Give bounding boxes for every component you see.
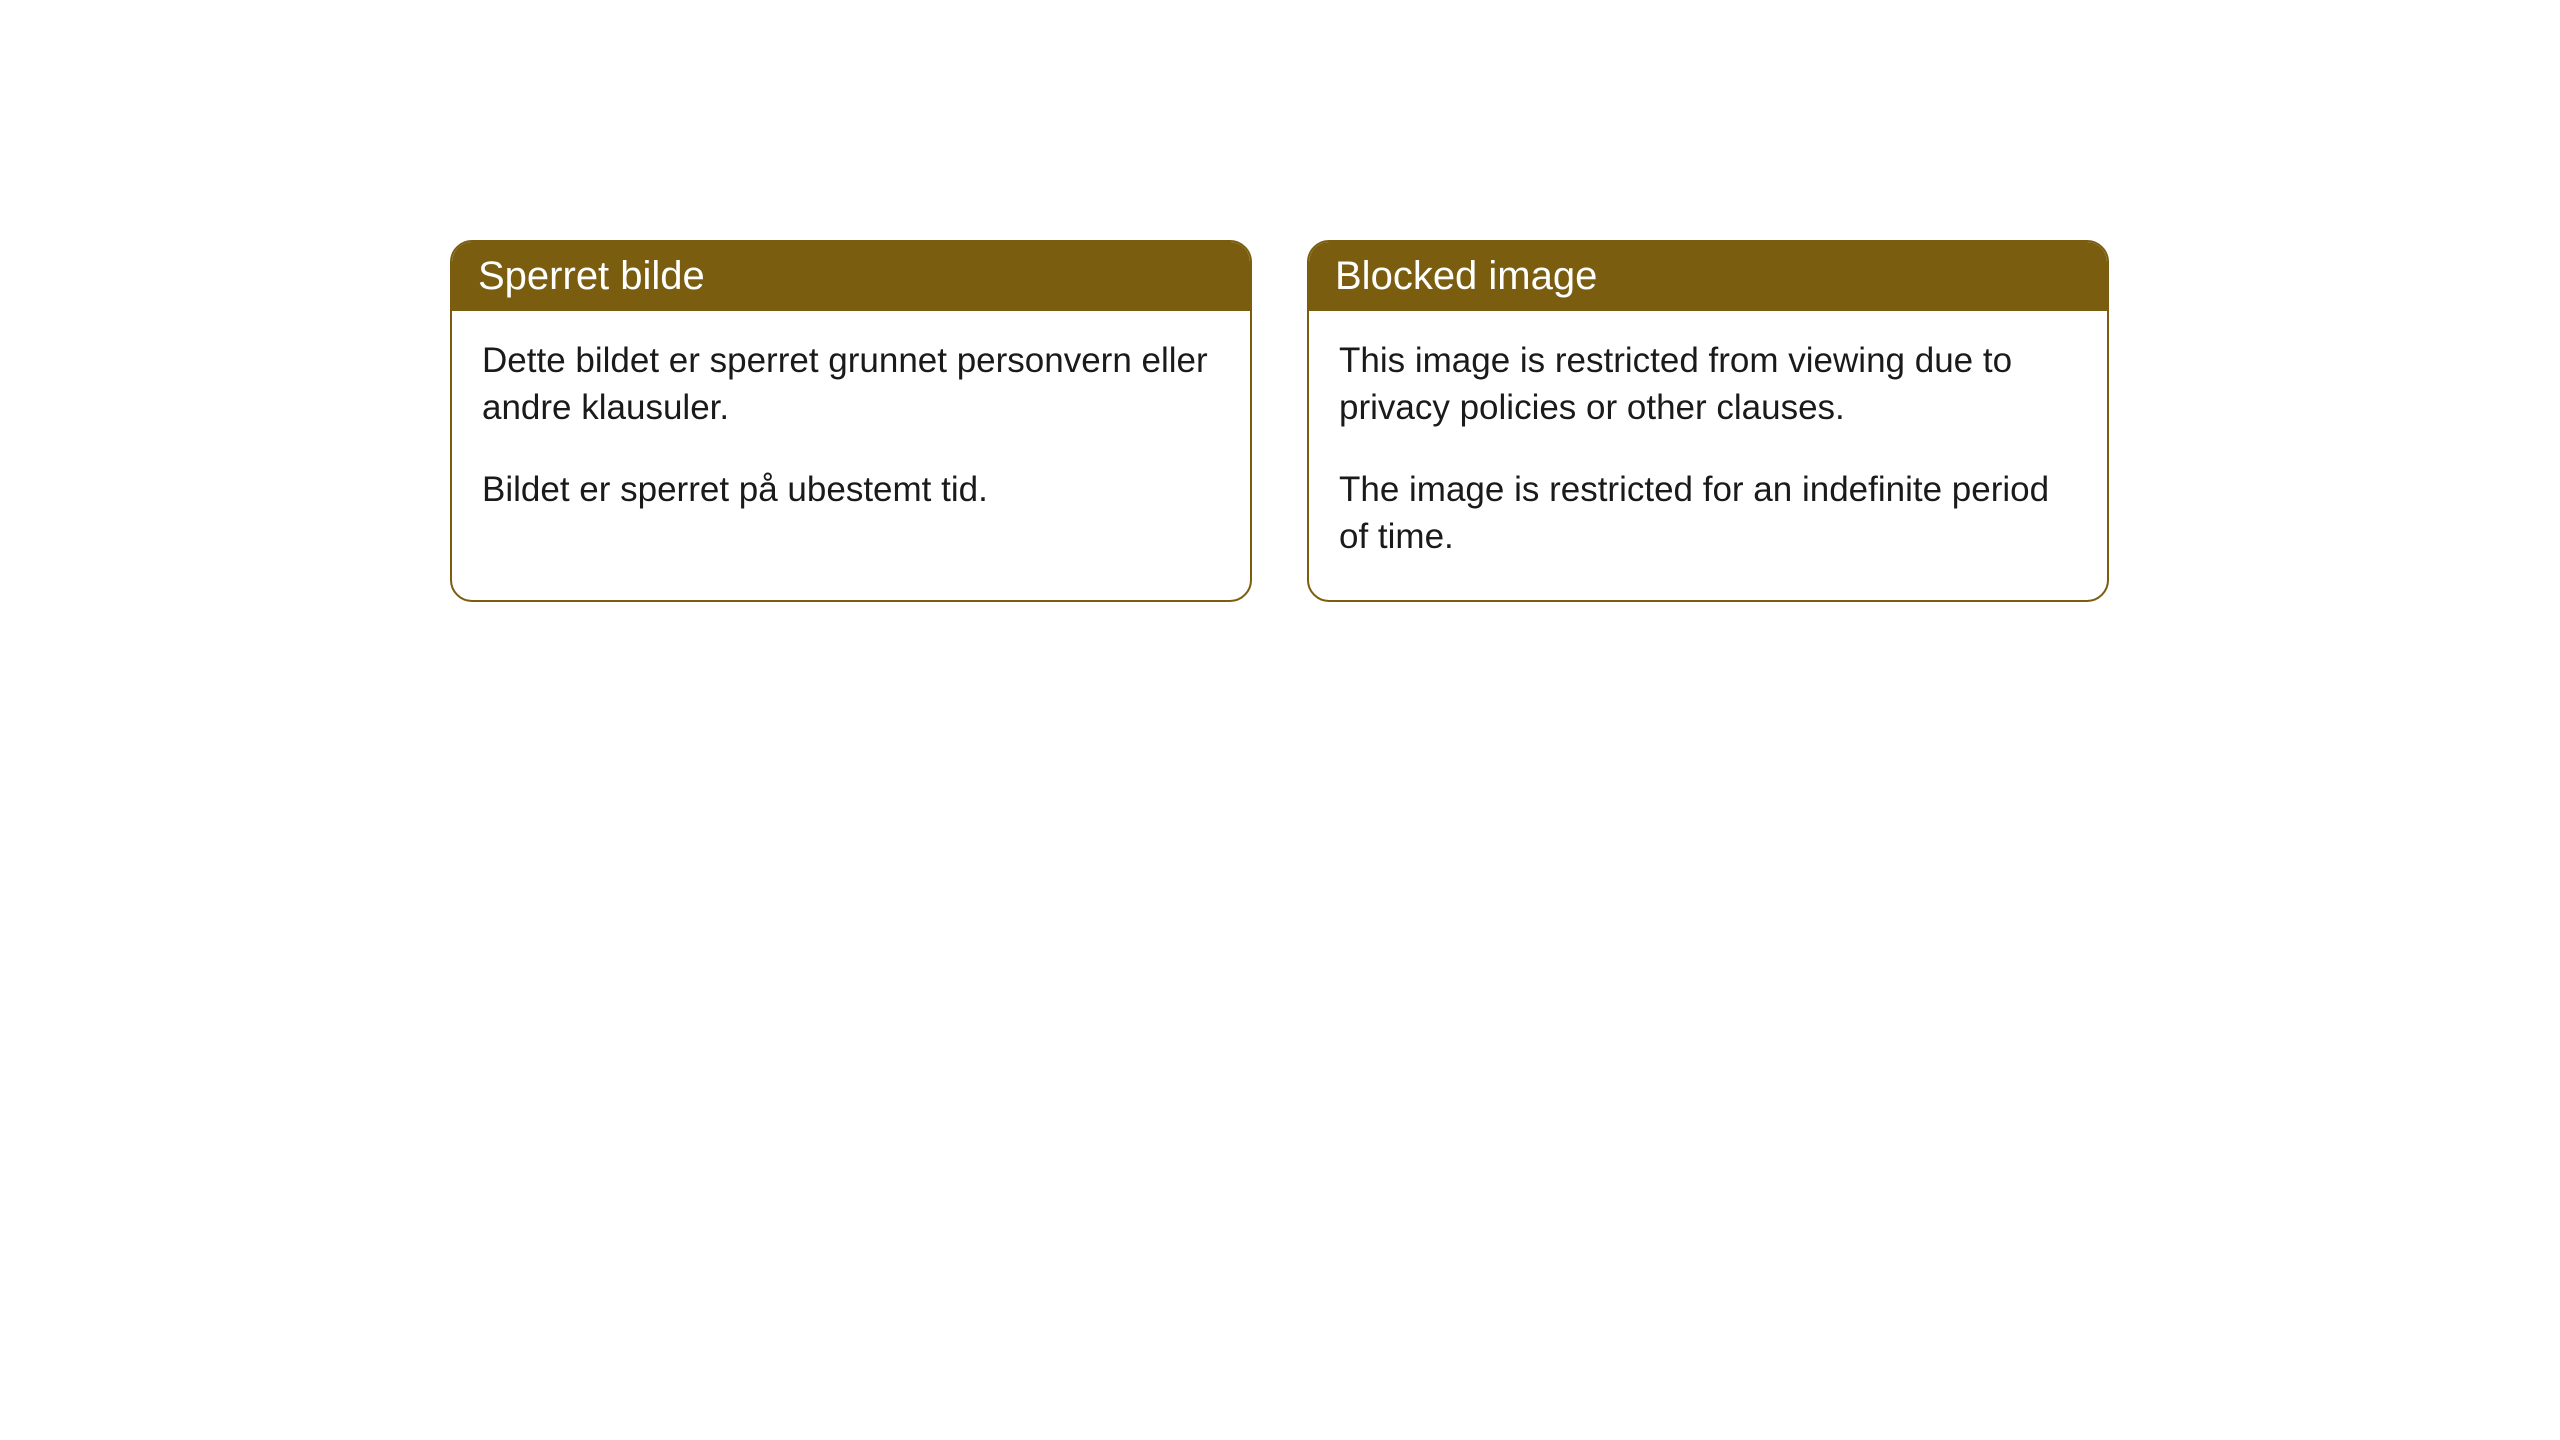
- card-text-en-2: The image is restricted for an indefinit…: [1339, 466, 2077, 561]
- card-header-en: Blocked image: [1309, 242, 2107, 311]
- blocked-image-card-en: Blocked image This image is restricted f…: [1307, 240, 2109, 602]
- card-text-no-1: Dette bildet er sperret grunnet personve…: [482, 337, 1220, 432]
- card-body-en: This image is restricted from viewing du…: [1309, 311, 2107, 600]
- card-text-no-2: Bildet er sperret på ubestemt tid.: [482, 466, 1220, 513]
- card-text-en-1: This image is restricted from viewing du…: [1339, 337, 2077, 432]
- notice-cards-container: Sperret bilde Dette bildet er sperret gr…: [450, 240, 2560, 602]
- card-title-no: Sperret bilde: [478, 254, 705, 298]
- card-header-no: Sperret bilde: [452, 242, 1250, 311]
- card-body-no: Dette bildet er sperret grunnet personve…: [452, 311, 1250, 553]
- card-title-en: Blocked image: [1335, 254, 1597, 298]
- blocked-image-card-no: Sperret bilde Dette bildet er sperret gr…: [450, 240, 1252, 602]
